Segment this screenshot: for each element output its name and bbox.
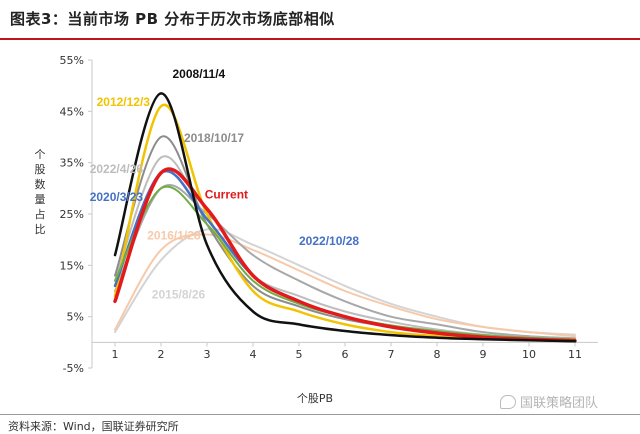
- x-tick-label: 6: [342, 348, 349, 361]
- source-note: 资料来源：Wind，国联证券研究所: [8, 420, 179, 433]
- annotation-2008-11-4: 2008/11/4: [173, 67, 226, 81]
- pb-distribution-chart: 55% 45% 35% 25% 15% 5% -5% 1 2 3 4 5 6 7 8 9 10 11 个股PB 个股数…: [35, 54, 598, 405]
- x-tick-label: 9: [480, 348, 487, 361]
- annotation-2018-10-17: 2018/10/17: [184, 131, 244, 145]
- y-tick-label: 45%: [60, 105, 84, 118]
- title-divider: [0, 38, 640, 40]
- x-tick-label: 11: [568, 348, 582, 361]
- x-tick-label: 7: [388, 348, 395, 361]
- annotation-layer: 2008/11/4 2012/12/3 2018/10/17 2022/4/26 202…: [90, 67, 360, 302]
- annotation-2012-12-3: 2012/12/3: [97, 95, 151, 109]
- figure-header: 图表3：当前市场 PB 分布于历次市场底部相似: [0, 0, 640, 40]
- footer-divider: [0, 414, 640, 415]
- y-axis-title: 个股数量占比: [35, 148, 46, 236]
- annotation-2022-4-26: 2022/4/26: [90, 162, 144, 176]
- watermark: 国联策略团队: [500, 392, 598, 411]
- x-tick-label: 2: [158, 348, 165, 361]
- series-line-current: [113, 167, 577, 343]
- y-tick-label: 25%: [60, 208, 84, 221]
- x-tick-label: 10: [522, 348, 536, 361]
- y-tick-label: 15%: [60, 259, 84, 272]
- annotation-2020-3-23: 2020/3/23: [90, 190, 144, 204]
- y-tick-label: 35%: [60, 157, 84, 170]
- x-tick-label: 4: [250, 348, 257, 361]
- x-tick-label: 1: [112, 348, 119, 361]
- series-line-2016-1-28: [114, 233, 576, 338]
- axes-layer: 55% 45% 35% 25% 15% 5% -5% 1 2 3 4 5 6 7 8 9 10 11 个股PB 个股数…: [35, 54, 598, 405]
- watermark-text: 国联策略团队: [520, 396, 599, 411]
- x-tick-label: 8: [434, 348, 441, 361]
- annotation-2016-1-28: 2016/1/28: [147, 229, 201, 243]
- series-layer: [113, 92, 577, 343]
- wechat-icon: [500, 395, 516, 409]
- x-tick-label: 5: [296, 348, 303, 361]
- annotation-current: Current: [205, 188, 248, 202]
- figure-title: 图表3：当前市场 PB 分布于历次市场底部相似: [10, 10, 335, 28]
- x-axis-title: 个股PB: [297, 392, 333, 405]
- annotation-2022-10-28: 2022/10/28: [299, 234, 359, 248]
- annotation-2015-8-26: 2015/8/26: [152, 288, 206, 302]
- y-tick-label: 5%: [67, 311, 84, 324]
- x-tick-label: 3: [204, 348, 211, 361]
- series-line-2022-10-28: [114, 184, 576, 340]
- y-tick-label: 55%: [60, 54, 84, 67]
- y-tick-label: -5%: [63, 362, 84, 375]
- series-line-2008-11-4: [113, 92, 577, 343]
